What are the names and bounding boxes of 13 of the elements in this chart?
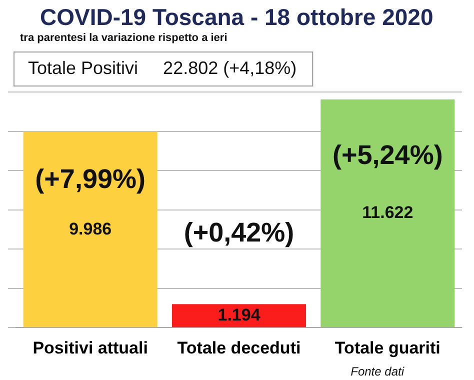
chart-title: COVID-19 Toscana - 18 ottobre 2020 <box>39 3 434 32</box>
annotation: (+0,42%) <box>184 218 294 248</box>
text: Totale Positivi 22.802 (+4,18%) <box>28 58 297 78</box>
data-label: 9.986 <box>69 219 112 238</box>
chart-subtitle: tra parentesi la variazione rispetto a ieri <box>19 32 228 46</box>
x-tick-label: Totale deceduti <box>177 338 301 358</box>
source-note: Fonte dati <box>350 364 404 378</box>
data-label: 11.622 <box>362 203 414 222</box>
x-tick-label: Totale guariti <box>334 338 440 358</box>
x-tick-label: Positivi attuali <box>32 338 148 358</box>
data-label: 1.194 <box>218 305 261 324</box>
annotation: (+7,99%) <box>35 164 146 194</box>
annotation: (+5,24%) <box>332 140 443 170</box>
